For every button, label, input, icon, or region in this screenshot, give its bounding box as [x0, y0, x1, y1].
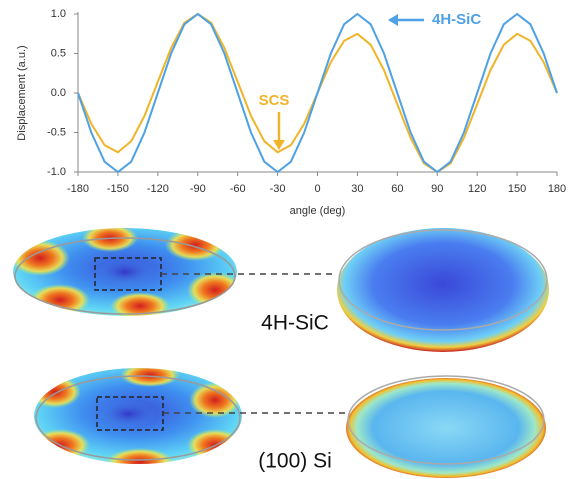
- x-tick-label: -90: [190, 183, 206, 195]
- x-tick-label: -150: [107, 183, 129, 195]
- x-tick-label: 60: [391, 183, 403, 195]
- y-axis-label: Displacement (a.u.): [16, 45, 28, 140]
- y-tick-label: -1.0: [47, 166, 66, 178]
- y-tick-label: 1.0: [51, 8, 66, 20]
- x-tick-label: -180: [67, 183, 89, 195]
- x-tick-label: -60: [230, 183, 246, 195]
- series-line: [77, 12, 558, 174]
- y-tick-label: -0.5: [47, 126, 66, 138]
- series-annotation: 4H-SiC: [432, 11, 481, 28]
- y-tick-label: 0.0: [51, 87, 66, 99]
- x-tick-label: 180: [548, 183, 566, 195]
- annotation-arrowhead: [388, 14, 398, 26]
- x-tick-label: -30: [270, 183, 286, 195]
- image-label: 4H-SiC: [261, 312, 329, 335]
- mode-shape-4h: [13, 228, 237, 316]
- mode-shape-images: 4H-SiC (100) Si: [13, 228, 549, 478]
- x-axis-label: angle (deg): [290, 205, 346, 217]
- x-tick-label: 120: [468, 183, 486, 195]
- annotation-arrowhead: [273, 140, 285, 150]
- mode-shape-si: [34, 368, 242, 464]
- x-tick-label: 90: [431, 183, 443, 195]
- x-tick-label: 30: [351, 183, 363, 195]
- series-annotation: SCS: [259, 92, 290, 109]
- y-tick-label: 0.5: [51, 47, 66, 59]
- x-tick-label: 150: [508, 183, 526, 195]
- x-tick-label: 0: [314, 183, 320, 195]
- image-label: (100) Si: [258, 450, 332, 473]
- x-tick-label: -120: [147, 183, 169, 195]
